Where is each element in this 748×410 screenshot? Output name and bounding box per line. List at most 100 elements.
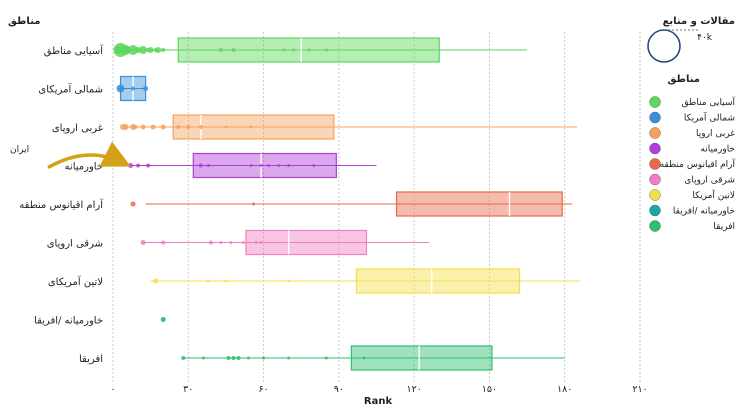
data-point[interactable] bbox=[120, 47, 127, 53]
region-row bbox=[130, 191, 573, 217]
data-point[interactable] bbox=[282, 48, 286, 52]
legend-item[interactable]: غربی اروپا bbox=[649, 127, 736, 140]
region-row bbox=[113, 37, 528, 63]
data-point[interactable] bbox=[287, 164, 291, 167]
data-point[interactable] bbox=[292, 48, 296, 52]
data-point[interactable] bbox=[143, 86, 149, 91]
x-axis-ticks: ۰ ۳۰ ۶۰ ۹۰ ۱۲۰ ۱۵۰ ۱۸۰ ۲۱۰ bbox=[110, 384, 647, 395]
data-point[interactable] bbox=[120, 124, 127, 130]
data-point[interactable] bbox=[161, 240, 166, 245]
data-point[interactable] bbox=[160, 124, 166, 130]
data-point[interactable] bbox=[146, 48, 151, 52]
data-point[interactable] bbox=[114, 46, 123, 54]
data-point[interactable] bbox=[259, 164, 263, 167]
data-point[interactable] bbox=[181, 356, 186, 360]
data-point[interactable] bbox=[252, 202, 256, 206]
data-point[interactable] bbox=[176, 125, 181, 129]
iran-annotation: ایران bbox=[10, 141, 131, 170]
data-point[interactable] bbox=[140, 124, 146, 130]
data-point[interactable] bbox=[259, 241, 263, 244]
data-point[interactable] bbox=[161, 48, 166, 52]
data-point[interactable] bbox=[224, 125, 228, 129]
data-point[interactable] bbox=[254, 241, 258, 244]
data-point[interactable] bbox=[160, 317, 166, 322]
legend-label: غربی اروپا bbox=[696, 129, 735, 139]
region-row bbox=[150, 268, 580, 294]
data-point[interactable] bbox=[153, 278, 159, 284]
data-point[interactable] bbox=[139, 46, 148, 54]
legend-item[interactable]: شمالی آمریکا bbox=[649, 112, 736, 124]
data-point[interactable] bbox=[208, 240, 213, 245]
region-row bbox=[160, 317, 166, 322]
legend-item[interactable]: افریقا bbox=[649, 220, 736, 233]
data-point[interactable] bbox=[324, 48, 328, 52]
data-point[interactable] bbox=[231, 356, 236, 360]
size-legend-title: مقالات و منابع bbox=[663, 16, 735, 27]
legend-swatch bbox=[649, 173, 661, 186]
data-point[interactable] bbox=[224, 279, 228, 283]
data-point[interactable] bbox=[249, 164, 253, 167]
data-point[interactable] bbox=[125, 47, 132, 53]
data-point[interactable] bbox=[206, 164, 210, 167]
data-point[interactable] bbox=[219, 241, 223, 244]
data-point[interactable] bbox=[277, 164, 281, 167]
region-row bbox=[140, 229, 430, 256]
legend-item[interactable]: لاتین آمریکا bbox=[649, 189, 736, 201]
region-row bbox=[181, 345, 565, 371]
data-point[interactable] bbox=[249, 125, 253, 129]
data-point[interactable] bbox=[231, 48, 236, 52]
data-point[interactable] bbox=[128, 45, 139, 55]
legend-swatch bbox=[649, 189, 661, 201]
data-point[interactable] bbox=[218, 48, 223, 52]
legend-item[interactable]: خاورمیانه bbox=[649, 142, 736, 155]
legend-item[interactable]: شرقی اروپای bbox=[649, 173, 736, 186]
color-legend-title: مناطق bbox=[668, 74, 700, 85]
data-point[interactable] bbox=[130, 201, 136, 207]
data-point[interactable] bbox=[186, 125, 191, 129]
data-point[interactable] bbox=[128, 163, 134, 168]
data-point[interactable] bbox=[206, 279, 210, 283]
data-point[interactable] bbox=[236, 356, 241, 360]
data-point[interactable] bbox=[116, 84, 125, 93]
x-tick-label: ۱۲۰ bbox=[406, 384, 421, 395]
box[interactable] bbox=[355, 268, 521, 294]
box[interactable] bbox=[172, 114, 335, 140]
x-axis-title: Rank bbox=[364, 396, 393, 407]
data-point[interactable] bbox=[135, 47, 142, 53]
legend-swatch bbox=[649, 96, 661, 108]
data-point[interactable] bbox=[146, 163, 151, 168]
legend-label: شمالی آمریکا bbox=[684, 112, 735, 124]
legend-item[interactable]: آرام اقیانوس منطقه bbox=[649, 158, 736, 170]
data-point[interactable] bbox=[133, 125, 138, 129]
box[interactable] bbox=[350, 345, 493, 371]
legend-item[interactable]: خاورمیانه /افریقا bbox=[649, 204, 736, 217]
data-point[interactable] bbox=[262, 356, 266, 360]
data-point[interactable] bbox=[226, 356, 231, 360]
box[interactable] bbox=[395, 191, 563, 217]
data-point[interactable] bbox=[131, 86, 136, 91]
region-row bbox=[120, 114, 578, 140]
data-point[interactable] bbox=[324, 356, 328, 360]
data-point[interactable] bbox=[229, 241, 233, 244]
x-tick-label: ۱۸۰ bbox=[557, 384, 572, 395]
data-point[interactable] bbox=[362, 356, 366, 360]
x-tick-label: ۹۰ bbox=[334, 384, 344, 395]
data-point[interactable] bbox=[287, 279, 291, 283]
data-point[interactable] bbox=[201, 356, 205, 360]
data-point[interactable] bbox=[312, 164, 316, 167]
legend-item[interactable]: آسیایی مناطق bbox=[649, 96, 736, 108]
data-point[interactable] bbox=[198, 125, 203, 129]
data-point[interactable] bbox=[247, 356, 251, 360]
data-point[interactable] bbox=[241, 241, 245, 244]
legend-label: آرام اقیانوس منطقه bbox=[660, 158, 736, 170]
data-point[interactable] bbox=[150, 124, 156, 130]
data-point[interactable] bbox=[267, 164, 271, 167]
data-point[interactable] bbox=[153, 48, 158, 52]
data-point[interactable] bbox=[140, 240, 146, 245]
data-point[interactable] bbox=[198, 163, 203, 168]
data-point[interactable] bbox=[287, 356, 291, 360]
box[interactable] bbox=[245, 229, 368, 256]
data-point[interactable] bbox=[307, 48, 311, 52]
data-point[interactable] bbox=[136, 163, 141, 168]
legend-swatch bbox=[649, 142, 661, 155]
